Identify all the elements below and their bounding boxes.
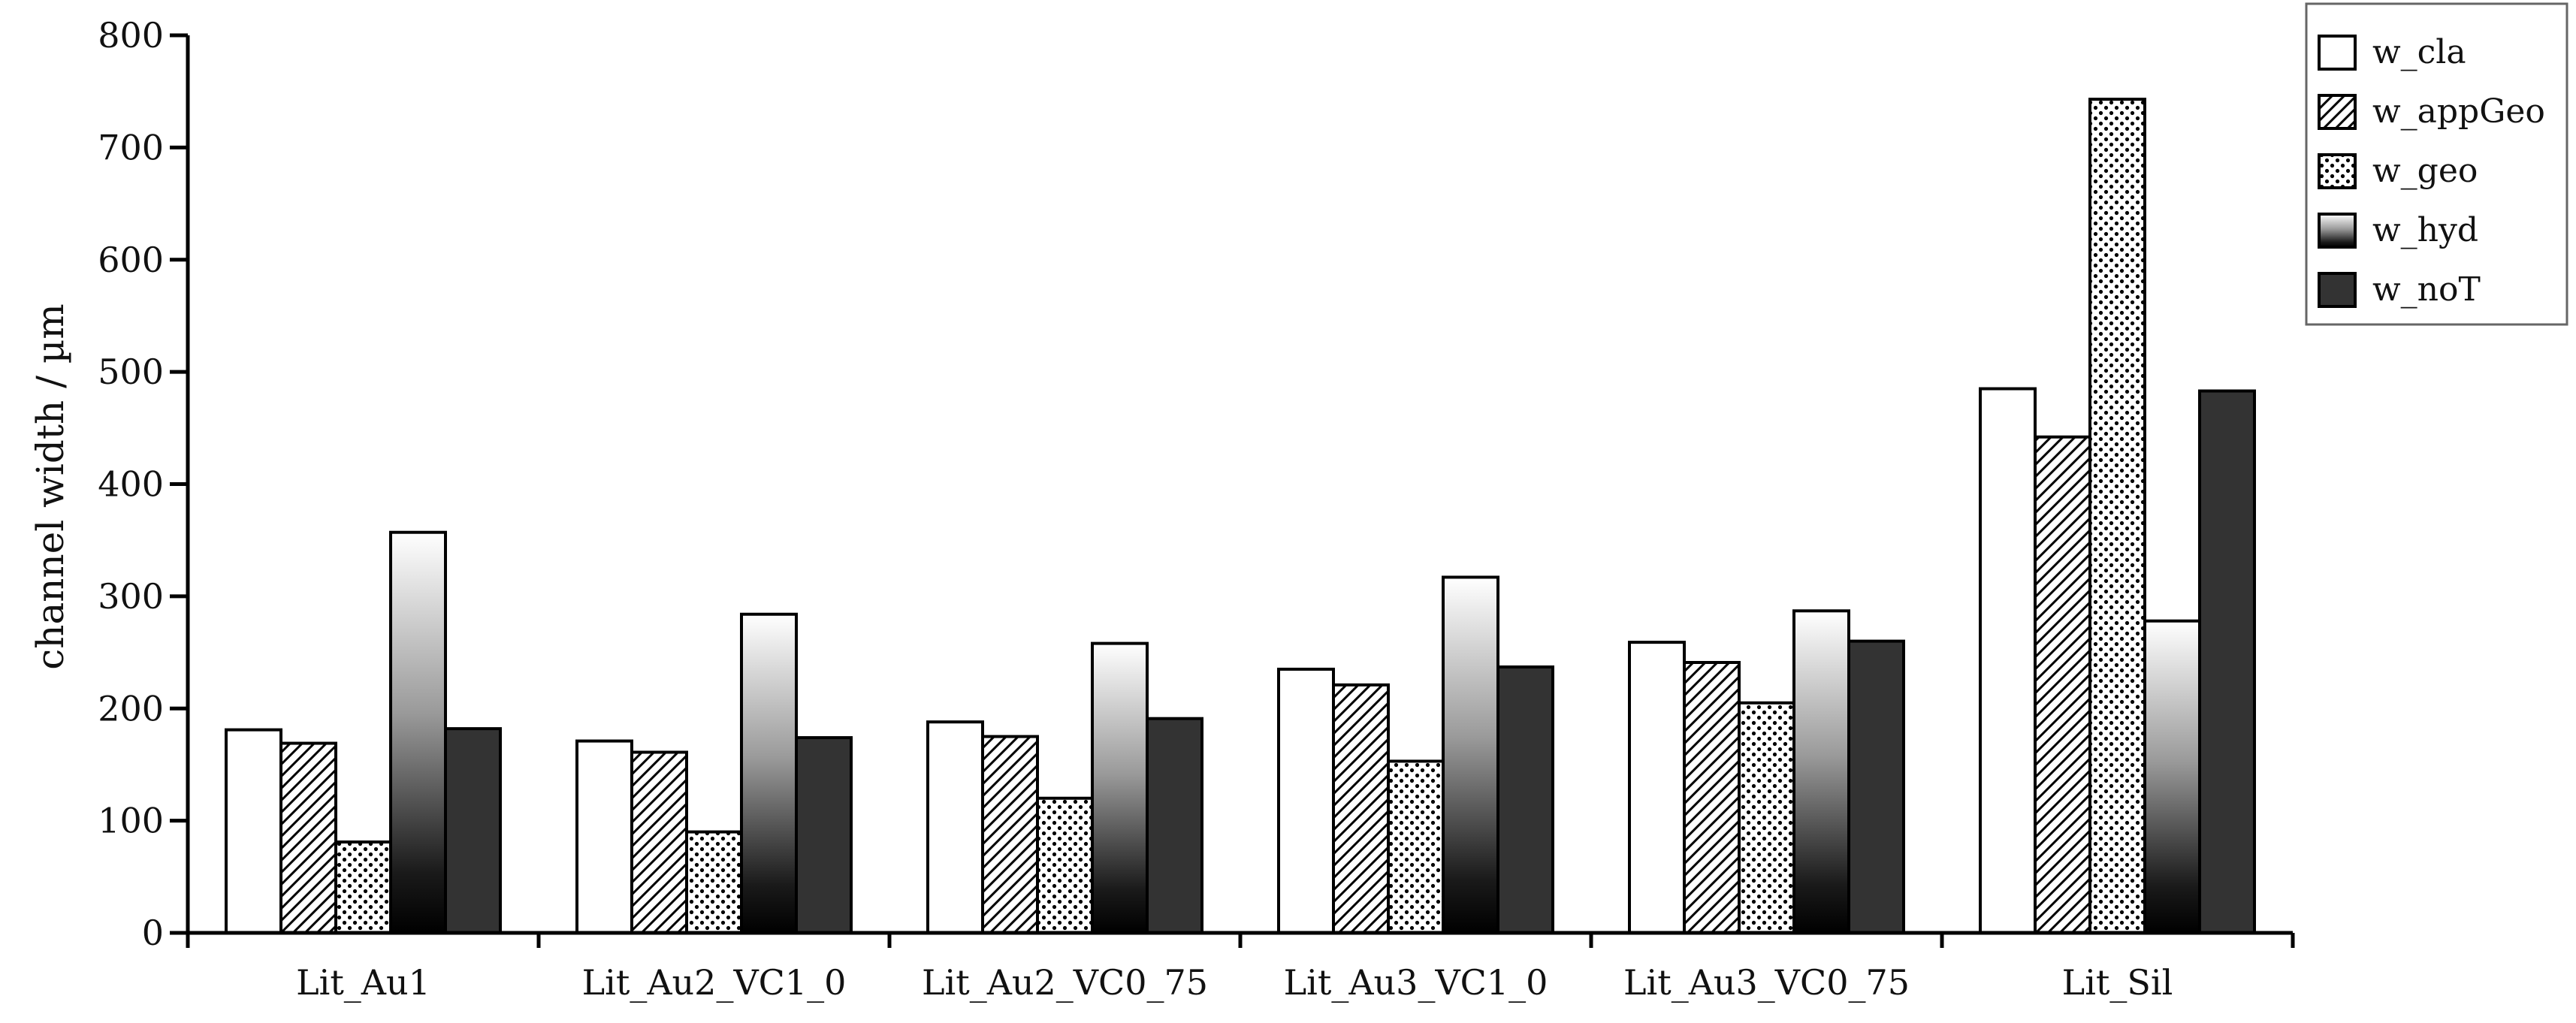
bar-w_hyd-Lit_Au1 [389,530,447,934]
legend-swatch-w_hyd [2318,213,2357,249]
bar-w_appGeo-Lit_Au3_VC0_75 [1683,661,1741,934]
legend: w_cla w_appGeo w_geo w_hyd w_noT [2305,2,2568,326]
bar-w_noT-Lit_Au2_VC1_0 [795,736,853,935]
legend-label-w_geo: w_geo [2372,152,2478,190]
bar-w_appGeo-Lit_Sil [2034,435,2091,934]
bar-w_appGeo-Lit_Au3_VC1_0 [1332,683,1390,934]
bar-w_noT-Lit_Au3_VC1_0 [1496,665,1554,934]
bar-w_hyd-Lit_Au3_VC1_0 [1442,575,1499,934]
x-category-label: Lit_Sil [2062,962,2173,1003]
legend-label-w_noT: w_noT [2372,270,2481,309]
bar-w_noT-Lit_Au3_VC0_75 [1847,639,1905,934]
y-tick-label: 500 [98,352,164,392]
bar-w_geo-Lit_Sil [2088,98,2146,934]
legend-label-w_appGeo: w_appGeo [2372,92,2545,131]
bar-w_geo-Lit_Au2_VC1_0 [685,830,743,934]
legend-label-w_cla: w_cla [2372,33,2466,71]
bar-w_geo-Lit_Au2_VC0_75 [1036,796,1094,934]
x-category-label: Lit_Au2_VC0_75 [922,962,1208,1003]
legend-swatch-w_geo [2318,153,2357,189]
bar-w_appGeo-Lit_Au2_VC0_75 [981,735,1039,934]
legend-swatch-w_appGeo [2318,94,2357,130]
bar-w_cla-Lit_Au2_VC1_0 [575,739,633,934]
bar-w_cla-Lit_Au3_VC0_75 [1628,641,1686,935]
legend-swatch-w_cla [2318,35,2357,71]
bar-w_geo-Lit_Au3_VC1_0 [1387,759,1445,934]
y-axis-title: channel width / µm [29,303,72,670]
bar-w_hyd-Lit_Au2_VC0_75 [1091,641,1149,934]
bar-w_cla-Lit_Sil [1979,387,2037,934]
y-tick-label: 600 [98,240,164,280]
x-category-label: Lit_Au1 [296,962,430,1003]
bar-w_noT-Lit_Sil [2198,389,2256,934]
bar-w_geo-Lit_Au1 [334,840,392,934]
x-category-label: Lit_Au2_VC1_0 [582,962,847,1003]
legend-label-w_hyd: w_hyd [2372,211,2478,249]
y-tick-label: 800 [98,15,164,56]
y-tick-label: 100 [98,801,164,841]
bar-w_cla-Lit_Au1 [225,728,282,934]
y-tick-label: 700 [98,127,164,167]
plot-area [225,98,2256,935]
y-tick-label: 300 [98,576,164,617]
x-category-label: Lit_Au3_VC1_0 [1284,962,1548,1003]
bar-w_cla-Lit_Au3_VC1_0 [1277,667,1335,934]
y-tick-label: 200 [98,688,164,729]
bar-w_cla-Lit_Au2_VC0_75 [926,720,984,934]
bar-w_appGeo-Lit_Au1 [279,741,337,935]
bar-w_noT-Lit_Au2_VC0_75 [1146,717,1203,934]
bar-w_noT-Lit_Au1 [444,727,502,934]
bar-w_hyd-Lit_Au3_VC0_75 [1792,609,1850,934]
bar-w_geo-Lit_Au3_VC0_75 [1738,701,1795,934]
bar-w_hyd-Lit_Sil [2143,619,2201,934]
y-tick-label: 400 [98,464,164,505]
bar-w_hyd-Lit_Au2_VC1_0 [740,612,798,935]
y-tick-label: 0 [142,913,164,953]
x-category-label: Lit_Au3_VC0_75 [1623,962,1910,1003]
bar-w_appGeo-Lit_Au2_VC1_0 [630,750,688,934]
axes: 0 100 200 300 400 500 600 700 800 Lit_Au1 Lit_Au2_… [98,15,2295,1003]
legend-swatch-w_noT [2318,272,2357,308]
